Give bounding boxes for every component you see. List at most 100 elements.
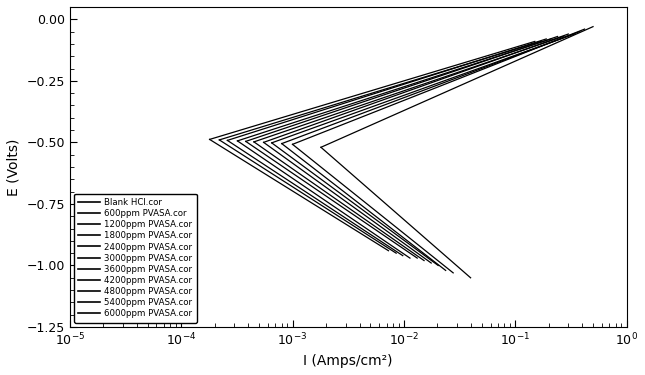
Blank HCl.cor — [488, 69, 496, 74]
3600ppm PVASA.cor — [365, 98, 373, 102]
6000ppm PVASA.cor — [410, 75, 418, 80]
4800ppm PVASA.cor — [542, 37, 550, 41]
2400ppm PVASA.cor — [451, 72, 459, 76]
5400ppm PVASA.cor — [320, 106, 328, 110]
5400ppm PVASA.cor — [449, 66, 457, 70]
4800ppm PVASA.cor — [262, 126, 270, 130]
2400ppm PVASA.cor — [480, 62, 488, 66]
6000ppm PVASA.cor — [335, 98, 342, 103]
1800ppm PVASA.cor — [486, 62, 494, 66]
600ppm PVASA.cor — [501, 58, 509, 63]
Blank HCl.cor — [425, 97, 433, 102]
3000ppm PVASA.cor — [351, 105, 359, 110]
Line: 2400ppm PVASA.cor: 2400ppm PVASA.cor — [264, 34, 568, 142]
600ppm PVASA.cor — [499, 59, 507, 63]
6000ppm PVASA.cor — [245, 125, 253, 130]
Legend: Blank HCl.cor, 600ppm PVASA.cor, 1200ppm PVASA.cor, 1800ppm PVASA.cor, 2400ppm P: Blank HCl.cor, 600ppm PVASA.cor, 1200ppm… — [74, 194, 197, 323]
3000ppm PVASA.cor — [473, 63, 481, 68]
1200ppm PVASA.cor — [278, 141, 286, 146]
2400ppm PVASA.cor — [359, 105, 367, 110]
600ppm PVASA.cor — [404, 96, 412, 101]
4200ppm PVASA.cor — [336, 105, 344, 110]
1200ppm PVASA.cor — [493, 60, 501, 65]
3600ppm PVASA.cor — [467, 63, 475, 68]
4200ppm PVASA.cor — [358, 98, 366, 103]
4800ppm PVASA.cor — [455, 64, 463, 69]
Blank HCl.cor — [406, 106, 413, 110]
6000ppm PVASA.cor — [442, 66, 450, 70]
6000ppm PVASA.cor — [531, 39, 539, 44]
1200ppm PVASA.cor — [375, 105, 382, 110]
Y-axis label: E (Volts): E (Volts) — [7, 138, 21, 196]
4200ppm PVASA.cor — [547, 37, 555, 41]
6000ppm PVASA.cor — [441, 66, 448, 71]
Blank HCl.cor — [317, 145, 325, 150]
1200ppm PVASA.cor — [495, 60, 502, 64]
Blank HCl.cor — [513, 58, 521, 63]
Blank HCl.cor — [350, 130, 357, 135]
3600ppm PVASA.cor — [242, 139, 250, 144]
5400ppm PVASA.cor — [537, 39, 545, 44]
4200ppm PVASA.cor — [431, 75, 439, 79]
4800ppm PVASA.cor — [328, 105, 335, 110]
600ppm PVASA.cor — [580, 27, 588, 32]
Line: 3600ppm PVASA.cor: 3600ppm PVASA.cor — [246, 36, 557, 141]
Line: 4800ppm PVASA.cor: 4800ppm PVASA.cor — [228, 39, 546, 140]
2400ppm PVASA.cor — [481, 62, 489, 66]
600ppm PVASA.cor — [289, 142, 297, 147]
600ppm PVASA.cor — [384, 105, 392, 109]
4200ppm PVASA.cor — [272, 126, 279, 131]
4800ppm PVASA.cor — [453, 65, 461, 69]
Line: 6000ppm PVASA.cor: 6000ppm PVASA.cor — [210, 41, 535, 140]
Line: 1200ppm PVASA.cor: 1200ppm PVASA.cor — [282, 32, 580, 144]
1200ppm PVASA.cor — [465, 71, 473, 75]
4200ppm PVASA.cor — [233, 139, 241, 143]
4800ppm PVASA.cor — [424, 74, 432, 79]
3000ppm PVASA.cor — [373, 98, 381, 102]
600ppm PVASA.cor — [472, 70, 480, 74]
5400ppm PVASA.cor — [215, 138, 223, 142]
6000ppm PVASA.cor — [206, 137, 213, 142]
1200ppm PVASA.cor — [576, 29, 584, 34]
4800ppm PVASA.cor — [350, 98, 357, 102]
2400ppm PVASA.cor — [564, 32, 572, 36]
3600ppm PVASA.cor — [438, 73, 446, 78]
5400ppm PVASA.cor — [342, 99, 350, 103]
1800ppm PVASA.cor — [571, 32, 579, 36]
3600ppm PVASA.cor — [344, 105, 352, 110]
2400ppm PVASA.cor — [381, 97, 388, 102]
3000ppm PVASA.cor — [444, 74, 452, 78]
Blank HCl.cor — [589, 24, 597, 29]
Line: 5400ppm PVASA.cor: 5400ppm PVASA.cor — [219, 41, 541, 140]
3600ppm PVASA.cor — [553, 34, 561, 39]
1800ppm PVASA.cor — [488, 62, 495, 66]
Line: 3000ppm PVASA.cor: 3000ppm PVASA.cor — [254, 36, 563, 142]
5400ppm PVASA.cor — [418, 76, 426, 80]
3000ppm PVASA.cor — [475, 63, 482, 68]
Line: 4200ppm PVASA.cor: 4200ppm PVASA.cor — [237, 39, 551, 141]
2400ppm PVASA.cor — [297, 127, 304, 132]
3600ppm PVASA.cor — [468, 63, 476, 68]
3000ppm PVASA.cor — [250, 140, 258, 144]
3600ppm PVASA.cor — [279, 126, 287, 131]
1800ppm PVASA.cor — [458, 72, 466, 76]
1200ppm PVASA.cor — [313, 128, 321, 132]
Line: 1800ppm PVASA.cor: 1800ppm PVASA.cor — [272, 34, 575, 143]
3000ppm PVASA.cor — [559, 34, 567, 39]
600ppm PVASA.cor — [324, 128, 332, 133]
4200ppm PVASA.cor — [460, 65, 468, 70]
3000ppm PVASA.cor — [287, 127, 295, 132]
4200ppm PVASA.cor — [462, 64, 470, 69]
Line: Blank HCl.cor: Blank HCl.cor — [321, 27, 593, 147]
5400ppm PVASA.cor — [448, 67, 455, 71]
4800ppm PVASA.cor — [224, 138, 232, 142]
Line: 600ppm PVASA.cor: 600ppm PVASA.cor — [293, 29, 584, 144]
2400ppm PVASA.cor — [260, 140, 268, 145]
1800ppm PVASA.cor — [366, 105, 374, 110]
5400ppm PVASA.cor — [254, 126, 262, 130]
X-axis label: I (Amps/cm²): I (Amps/cm²) — [303, 354, 393, 368]
1200ppm PVASA.cor — [396, 97, 404, 102]
1800ppm PVASA.cor — [304, 128, 312, 132]
6000ppm PVASA.cor — [312, 105, 319, 110]
1800ppm PVASA.cor — [388, 98, 395, 102]
